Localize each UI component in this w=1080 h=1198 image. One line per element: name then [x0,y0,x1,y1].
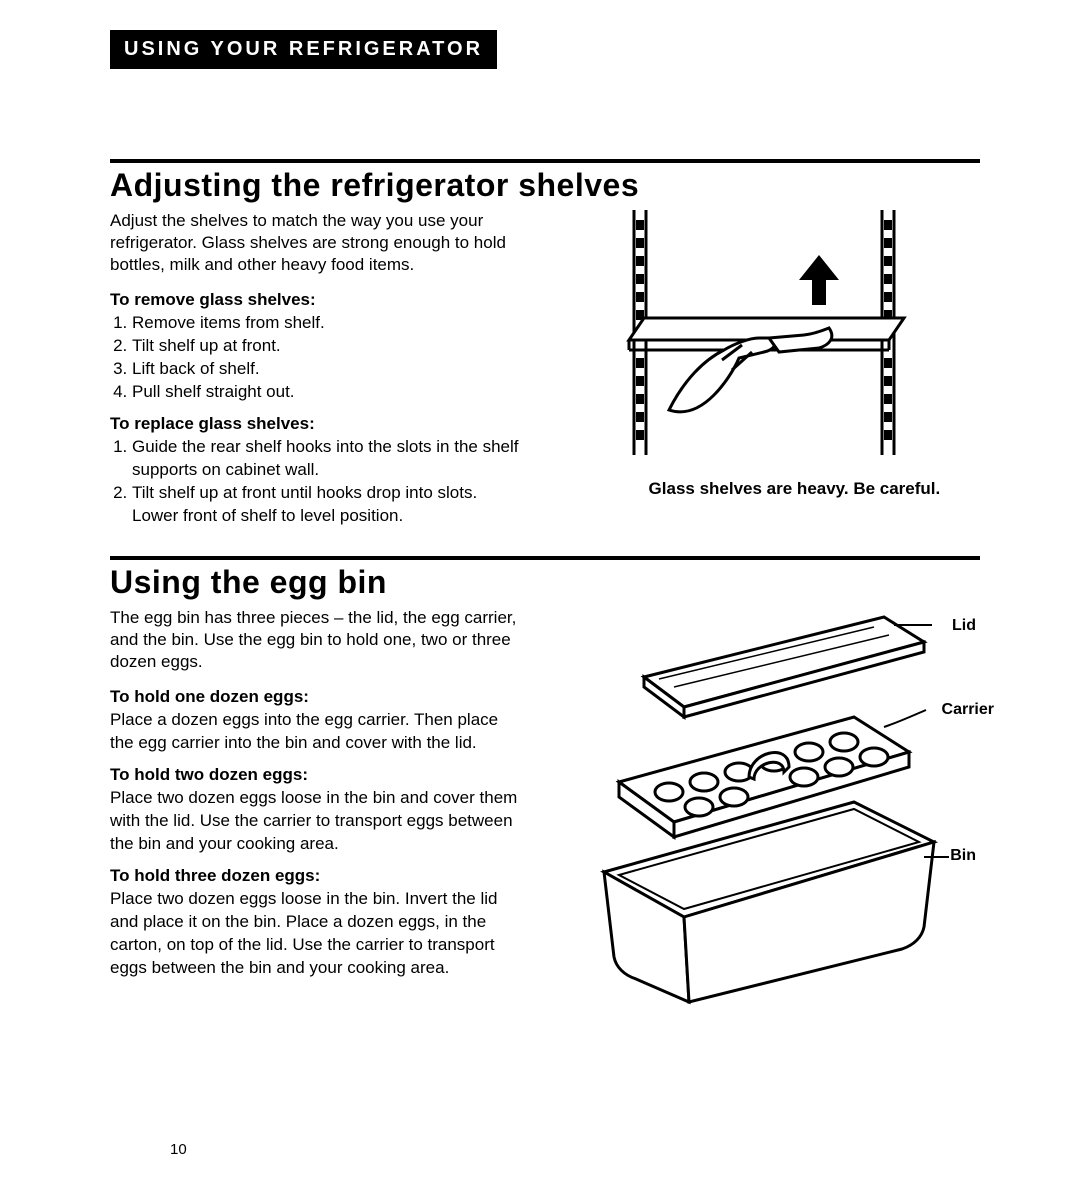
one-dozen-heading: To hold one dozen eggs: [110,687,525,707]
section2-illustration-column: Lid Carrier Bin [549,607,980,1017]
section1-text-column: Adjust the shelves to match the way you … [110,210,525,538]
page-number: 10 [170,1141,187,1158]
three-dozen-heading: To hold three dozen eggs: [110,866,525,886]
two-dozen-heading: To hold two dozen eggs: [110,765,525,785]
replace-shelves-heading: To replace glass shelves: [110,414,525,434]
section2-intro: The egg bin has three pieces – the lid, … [110,607,525,673]
list-item: Tilt shelf up at front. [132,335,525,358]
shelf-caption: Glass shelves are heavy. Be careful. [649,478,980,500]
section2-title: Using the egg bin [110,564,980,601]
label-bin: Bin [950,847,976,865]
list-item: Remove items from shelf. [132,312,525,335]
section1-illustration-column: Glass shelves are heavy. Be careful. [549,210,980,538]
list-item: Tilt shelf up at front until hooks drop … [132,482,525,528]
label-lid: Lid [952,617,976,635]
two-dozen-text: Place two dozen eggs loose in the bin an… [110,787,525,856]
egg-bin-illustration [554,607,974,1017]
list-item: Guide the rear shelf hooks into the slot… [132,436,525,482]
section1-intro: Adjust the shelves to match the way you … [110,210,525,276]
shelf-removal-illustration [574,210,954,470]
list-item: Pull shelf straight out. [132,381,525,404]
list-item: Lift back of shelf. [132,358,525,381]
section-adjusting-shelves: Adjusting the refrigerator shelves Adjus… [110,159,980,538]
replace-shelves-steps: Guide the rear shelf hooks into the slot… [110,436,525,528]
section-egg-bin: Using the egg bin The egg bin has three … [110,556,980,1017]
remove-shelves-steps: Remove items from shelf. Tilt shelf up a… [110,312,525,404]
remove-shelves-heading: To remove glass shelves: [110,290,525,310]
three-dozen-text: Place two dozen eggs loose in the bin. I… [110,888,525,980]
label-carrier: Carrier [942,701,994,719]
section1-title: Adjusting the refrigerator shelves [110,167,980,204]
section-header-band: USING YOUR REFRIGERATOR [110,30,497,69]
section2-text-column: The egg bin has three pieces – the lid, … [110,607,525,1017]
one-dozen-text: Place a dozen eggs into the egg carrier.… [110,709,525,755]
